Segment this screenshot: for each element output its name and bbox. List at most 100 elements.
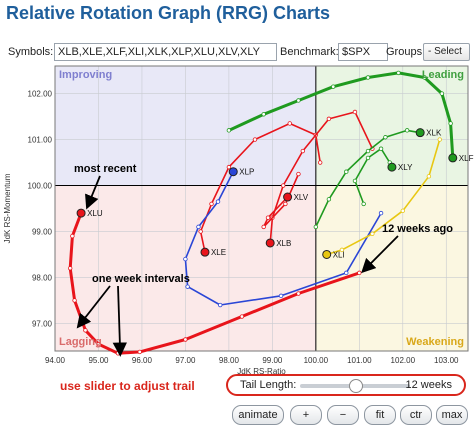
series-label-xlp: XLP — [239, 168, 254, 177]
series-label-xlu: XLU — [87, 209, 103, 218]
animate-button[interactable]: animate — [232, 405, 284, 425]
trail-point-xlf — [439, 91, 445, 96]
trail-point-xlu — [137, 349, 142, 355]
trail-point-xlk — [383, 135, 388, 140]
quadrant-label-improving: Improving — [59, 69, 112, 81]
trail-point-xlu — [357, 270, 362, 276]
series-label-xlv: XLV — [294, 193, 309, 202]
trail-point-xle — [226, 164, 232, 170]
benchmark-label: Benchmark: — [280, 46, 339, 58]
benchmark-input[interactable]: $SPX — [338, 43, 388, 61]
annotation-arrow — [85, 175, 101, 210]
trail-point-xlf — [448, 121, 453, 126]
trail-point-xlu — [296, 291, 301, 296]
trail-point-xle — [317, 160, 323, 165]
head-point-xli — [322, 249, 332, 259]
trail-point-xli — [400, 208, 405, 213]
tail-length-value: 12 weeks — [405, 379, 452, 391]
series-label-xlb: XLB — [276, 239, 291, 248]
x-tick-label: 98.00 — [219, 356, 240, 365]
max-button[interactable]: max — [436, 405, 468, 425]
x-axis-label: JdK RS-Ratio — [237, 367, 286, 374]
symbols-input[interactable]: XLB,XLE,XLF,XLI,XLK,XLP,XLU,XLV,XLY — [54, 43, 277, 61]
trail-point-xli — [437, 137, 442, 142]
trail-point-xlb — [352, 109, 358, 115]
trail-xle — [199, 122, 321, 253]
trail-point-xle — [209, 201, 214, 207]
trail-point-xlb — [300, 148, 305, 154]
trail-point-xlp — [378, 210, 384, 216]
tail-length-slider[interactable] — [300, 379, 410, 393]
trail-point-xlp — [215, 199, 221, 204]
x-tick-label: 94.00 — [45, 356, 66, 365]
trail-point-xlf — [365, 75, 371, 80]
head-point-xlp — [228, 167, 238, 177]
x-tick-label: 102.00 — [391, 356, 416, 365]
trail-point-xlu — [68, 266, 73, 271]
trail-point-xlb — [326, 116, 332, 122]
fit-button[interactable]: fit — [364, 405, 396, 425]
x-tick-label: 101.00 — [347, 356, 372, 365]
zoom-out-button[interactable]: − — [327, 405, 359, 425]
trail-point-xle — [198, 229, 203, 234]
head-point-xlk — [415, 128, 425, 138]
trail-point-xlp — [278, 293, 284, 299]
x-tick-label: 96.00 — [132, 356, 153, 365]
trail-point-xlp — [217, 302, 223, 308]
trail-xlu — [68, 211, 361, 355]
y-tick-label: 101.00 — [28, 136, 53, 145]
trail-point-xly — [361, 201, 366, 207]
y-tick-label: 98.00 — [32, 273, 53, 282]
trail-point-xlv — [296, 171, 301, 177]
slider-knob[interactable] — [349, 379, 363, 393]
trail-point-xlf — [296, 98, 301, 103]
trail-point-xlv — [265, 215, 271, 220]
trail-point-xlb — [281, 183, 286, 188]
rrg-chart: 94.00 95.00 96.00 97.00 98.00 99.00 100.00 101.… — [3, 65, 474, 374]
series-label-xli: XLI — [333, 250, 345, 259]
trail-point-xlk — [365, 148, 371, 154]
trail-point-xle — [287, 121, 292, 126]
trail-point-xli — [339, 247, 345, 253]
trail-point-xly — [365, 155, 371, 161]
series-label-xlk: XLK — [426, 129, 442, 138]
toolbar: Symbols: XLB,XLE,XLF,XLI,XLK,XLP,XLU,XLV… — [6, 43, 470, 73]
annotation-arrow — [361, 235, 399, 274]
zoom-in-button[interactable]: + — [290, 405, 322, 425]
trail-point-xlp — [196, 224, 201, 230]
x-tick-label: 95.00 — [88, 356, 109, 365]
tail-length-label: Tail Length: — [240, 379, 297, 391]
trail-point-xlk — [326, 197, 332, 202]
trail-point-xlf — [226, 128, 232, 133]
trail-point-xly — [378, 146, 384, 151]
trail-point-xli — [426, 174, 432, 179]
quadrant-label-weakening: Weakening — [406, 336, 464, 348]
trail-point-xlf — [331, 84, 336, 89]
trail-point-xlu — [239, 314, 245, 319]
trail-point-xlp — [344, 270, 349, 276]
trail-point-xlf — [261, 112, 266, 117]
trail-xlf — [227, 71, 455, 160]
annotation-12-weeks-ago: 12 weeks ago — [382, 223, 453, 235]
annotation-one-week-intervals: one week intervals — [92, 273, 190, 285]
head-point-xly — [387, 162, 397, 172]
y-axis-label: JdK RS-Momentum — [3, 173, 12, 243]
plot-frame — [54, 65, 469, 352]
trail-point-xlv — [283, 201, 288, 207]
trail-point-xlu — [96, 341, 101, 347]
trail-point-xlk — [404, 128, 410, 133]
trail-point-xli — [370, 231, 375, 236]
groups-select[interactable]: - Select - — [423, 43, 470, 73]
trail-point-xlf — [396, 70, 401, 76]
center-button[interactable]: ctr — [400, 405, 432, 425]
y-tick-label: 102.00 — [28, 90, 53, 99]
trail-point-xle — [252, 137, 258, 142]
tail-length-control: Tail Length: 12 weeks — [226, 374, 466, 396]
groups-label: Groups: — [386, 46, 426, 58]
trail-point-xlu — [183, 337, 188, 342]
trail-point-xlu — [70, 233, 75, 239]
trail-point-xlu — [72, 298, 77, 303]
x-tick-label: 100.00 — [304, 356, 329, 365]
annotation-arrow — [76, 285, 111, 329]
trail-point-xlu — [83, 328, 88, 333]
